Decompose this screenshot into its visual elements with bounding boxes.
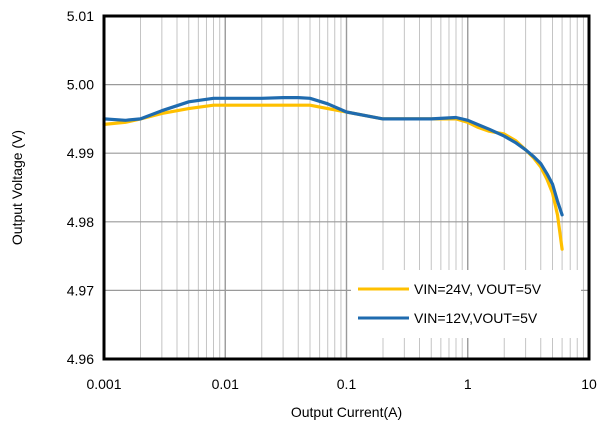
x-tick-label: 10 — [581, 376, 597, 392]
legend-box — [351, 270, 581, 338]
x-tick-label: 0.001 — [86, 376, 121, 392]
x-tick-label: 1 — [464, 376, 472, 392]
y-axis-label: Output Voltage (V) — [9, 130, 25, 245]
x-tick-label: 0.01 — [212, 376, 239, 392]
tick-labels: 0.001 0.01 0.1 1 10 4.96 4.97 4.98 4.99 5.00 5.01 — [67, 8, 597, 392]
legend: VIN=24V, VOUT=5V VIN=12V,VOUT=5V — [351, 270, 581, 338]
series-line-1 — [102, 95, 564, 217]
y-tick-label: 4.98 — [67, 214, 94, 230]
series-line-0 — [102, 103, 564, 251]
y-tick-label: 4.96 — [67, 351, 94, 367]
y-tick-label: 5.01 — [67, 8, 94, 24]
legend-label-vin24: VIN=24V, VOUT=5V — [414, 281, 542, 297]
plot-frame — [102, 14, 591, 361]
y-tick-label: 4.99 — [67, 145, 94, 161]
x-axis-label: Output Current(A) — [291, 404, 402, 420]
x-tick-label: 0.1 — [337, 376, 357, 392]
series-group — [102, 95, 564, 251]
legend-label-vin12: VIN=12V,VOUT=5V — [414, 310, 538, 326]
y-tick-label: 4.97 — [67, 282, 94, 298]
y-tick-label: 5.00 — [67, 77, 94, 93]
